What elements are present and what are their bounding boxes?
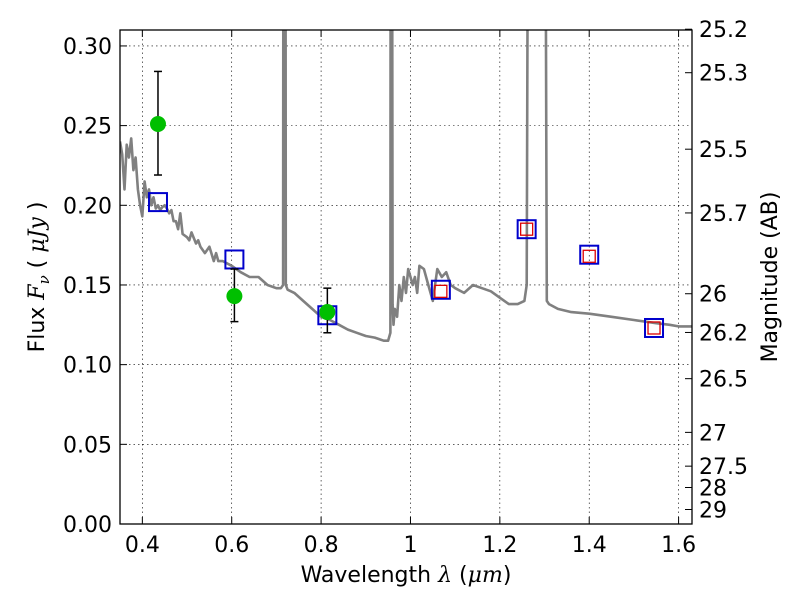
axes-frame: [119, 29, 693, 525]
right-tick-label: 28: [699, 477, 727, 502]
right-tick-label: 27.5: [699, 455, 748, 480]
y-tick-label: 0.20: [63, 194, 112, 219]
x-tick-label: 0.6: [214, 533, 249, 558]
y-tick-label: 0.25: [63, 115, 112, 140]
observed-flux-point: [319, 304, 336, 321]
x-axis-label: Wavelength λ (μm): [301, 563, 512, 588]
model-photometry-square: [147, 192, 168, 213]
plot-area: [120, 30, 692, 343]
model-photometry-inner-square: [520, 222, 534, 236]
model-photometry-inner-square: [647, 321, 661, 335]
model-photometry-inner-square: [582, 249, 596, 263]
y-tick-label: 0.15: [63, 274, 112, 299]
model-spectrum-line: [120, 30, 692, 343]
model-photometry-square: [579, 244, 600, 265]
x-tick-label: 0.4: [125, 533, 160, 558]
right-tick-label: 25.2: [699, 18, 748, 43]
model-photometry-square: [224, 249, 245, 270]
grid: [120, 30, 692, 525]
right-tick-label: 25.3: [699, 62, 748, 87]
y-axis-label: Flux Fν ( μJy ): [25, 202, 53, 353]
y-tick-label: 0.10: [63, 354, 112, 379]
y-tick-label: 0.00: [63, 513, 112, 538]
right-tick-label: 25.7: [699, 202, 748, 227]
right-tick-label: 25.5: [699, 138, 748, 163]
observed-flux-point: [226, 288, 243, 305]
right-axis-label: Magnitude (AB): [758, 192, 783, 363]
x-tick-label: 0.8: [304, 533, 339, 558]
x-tick-label: 1.4: [572, 533, 607, 558]
model-photometry-square: [430, 279, 451, 300]
y-tick-label: 0.05: [63, 433, 112, 458]
model-photometry-square: [516, 219, 537, 240]
model-photometry-square: [644, 317, 665, 338]
right-tick-label: 29: [699, 498, 727, 523]
model-photometry-inner-square: [434, 284, 448, 298]
y-tick-label: 0.30: [63, 35, 112, 60]
axis-ticks: 0.4 0.6 0.8 1 1.2 1.4 1.6 0.00 0.05 0.10 0.15 0.20 0…: [63, 18, 748, 558]
x-tick-label: 1.6: [661, 533, 696, 558]
observed-flux-point: [149, 116, 166, 133]
right-tick-label: 26.2: [699, 321, 748, 346]
right-tick-label: 26.5: [699, 368, 748, 393]
x-tick-label: 1: [403, 533, 417, 558]
right-tick-label: 26: [699, 283, 727, 308]
right-tick-label: 27: [699, 421, 727, 446]
x-tick-label: 1.2: [482, 533, 517, 558]
